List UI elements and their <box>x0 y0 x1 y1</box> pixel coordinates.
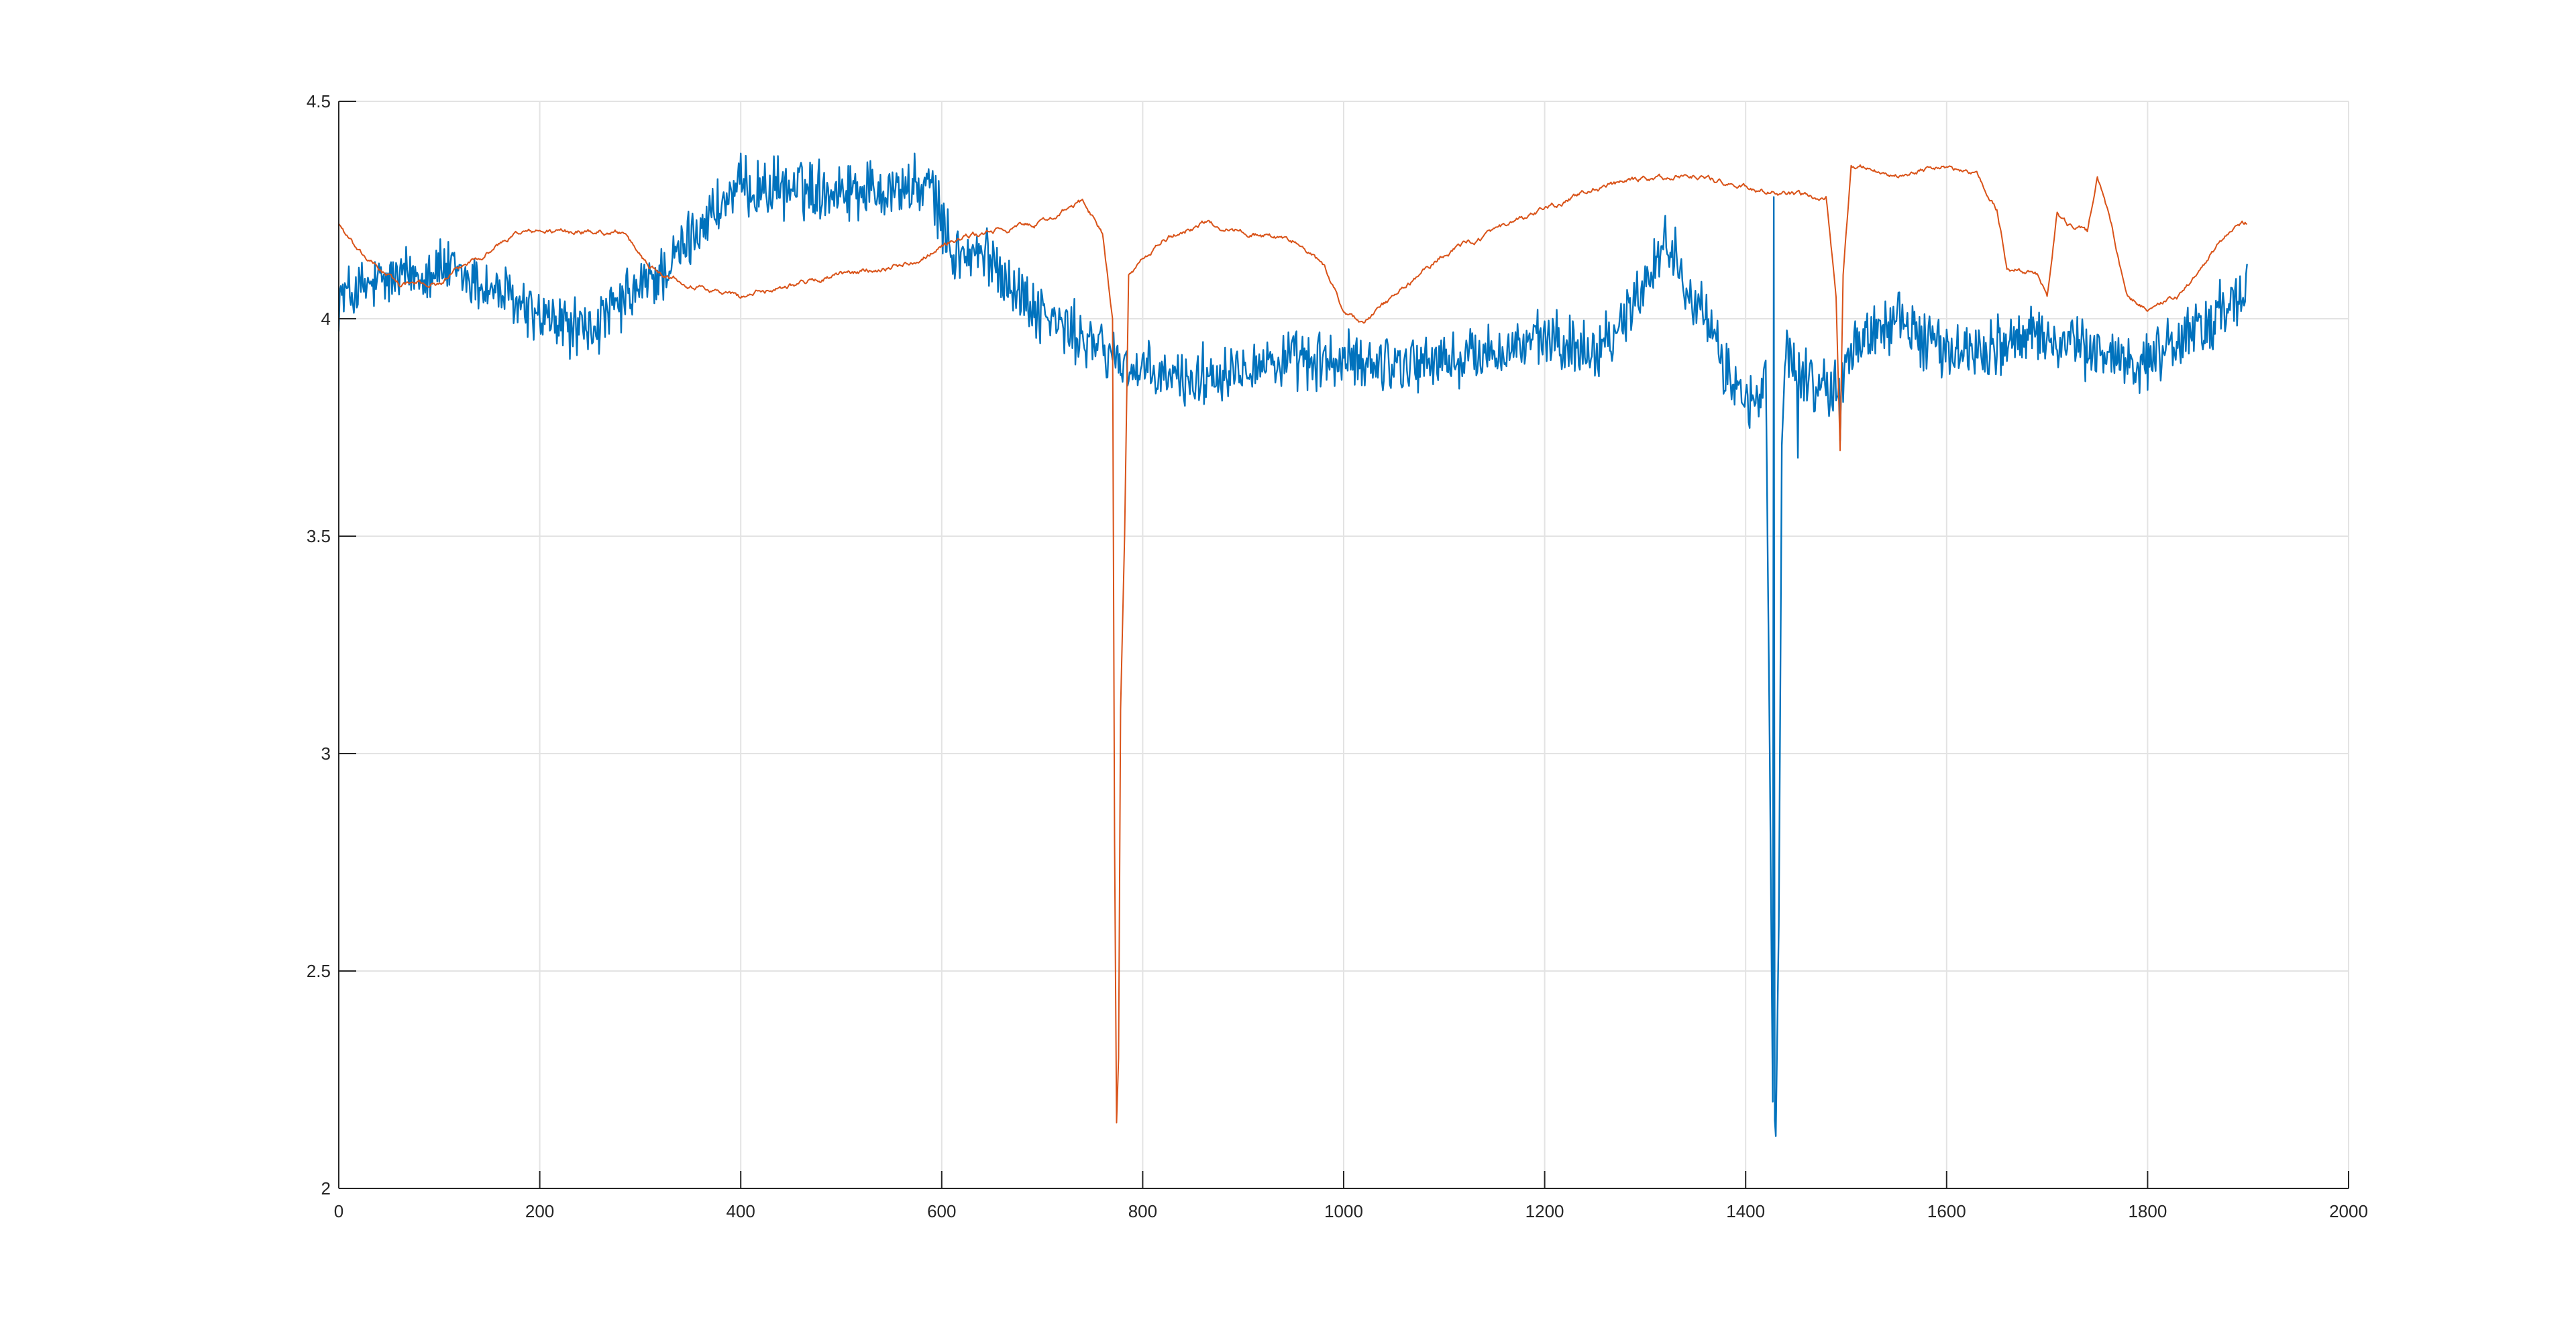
x-tick-label: 0 <box>334 1201 343 1221</box>
x-tick-label: 1800 <box>2128 1201 2167 1221</box>
series-layer <box>337 152 2248 1137</box>
x-tick-label: 400 <box>727 1201 755 1221</box>
x-tick-label: 600 <box>927 1201 956 1221</box>
grid-lines <box>338 101 2349 1189</box>
x-tick-label: 800 <box>1128 1201 1157 1221</box>
series-line-2 <box>338 164 2248 1124</box>
y-tick-label: 4.5 <box>307 91 331 111</box>
y-tick-label: 2.5 <box>307 961 331 981</box>
x-tick-label: 1200 <box>1525 1201 1564 1221</box>
axes <box>338 101 2349 1189</box>
x-tick-label: 1600 <box>1927 1201 1966 1221</box>
y-tick-label: 4 <box>321 309 331 329</box>
series-line-1 <box>337 152 2248 1137</box>
x-tick-label: 2000 <box>2329 1201 2368 1221</box>
x-tick-label: 1000 <box>1324 1201 1363 1221</box>
tick-labels: 0 200 400 600 800 1000 1200 1400 1600 1800 2000 2 2.… <box>307 91 2368 1221</box>
x-tick-label: 200 <box>525 1201 554 1221</box>
y-tick-label: 3 <box>321 744 331 764</box>
y-tick-label: 2 <box>321 1178 331 1198</box>
x-tick-label: 1400 <box>1726 1201 1765 1221</box>
y-tick-label: 3.5 <box>307 526 331 546</box>
